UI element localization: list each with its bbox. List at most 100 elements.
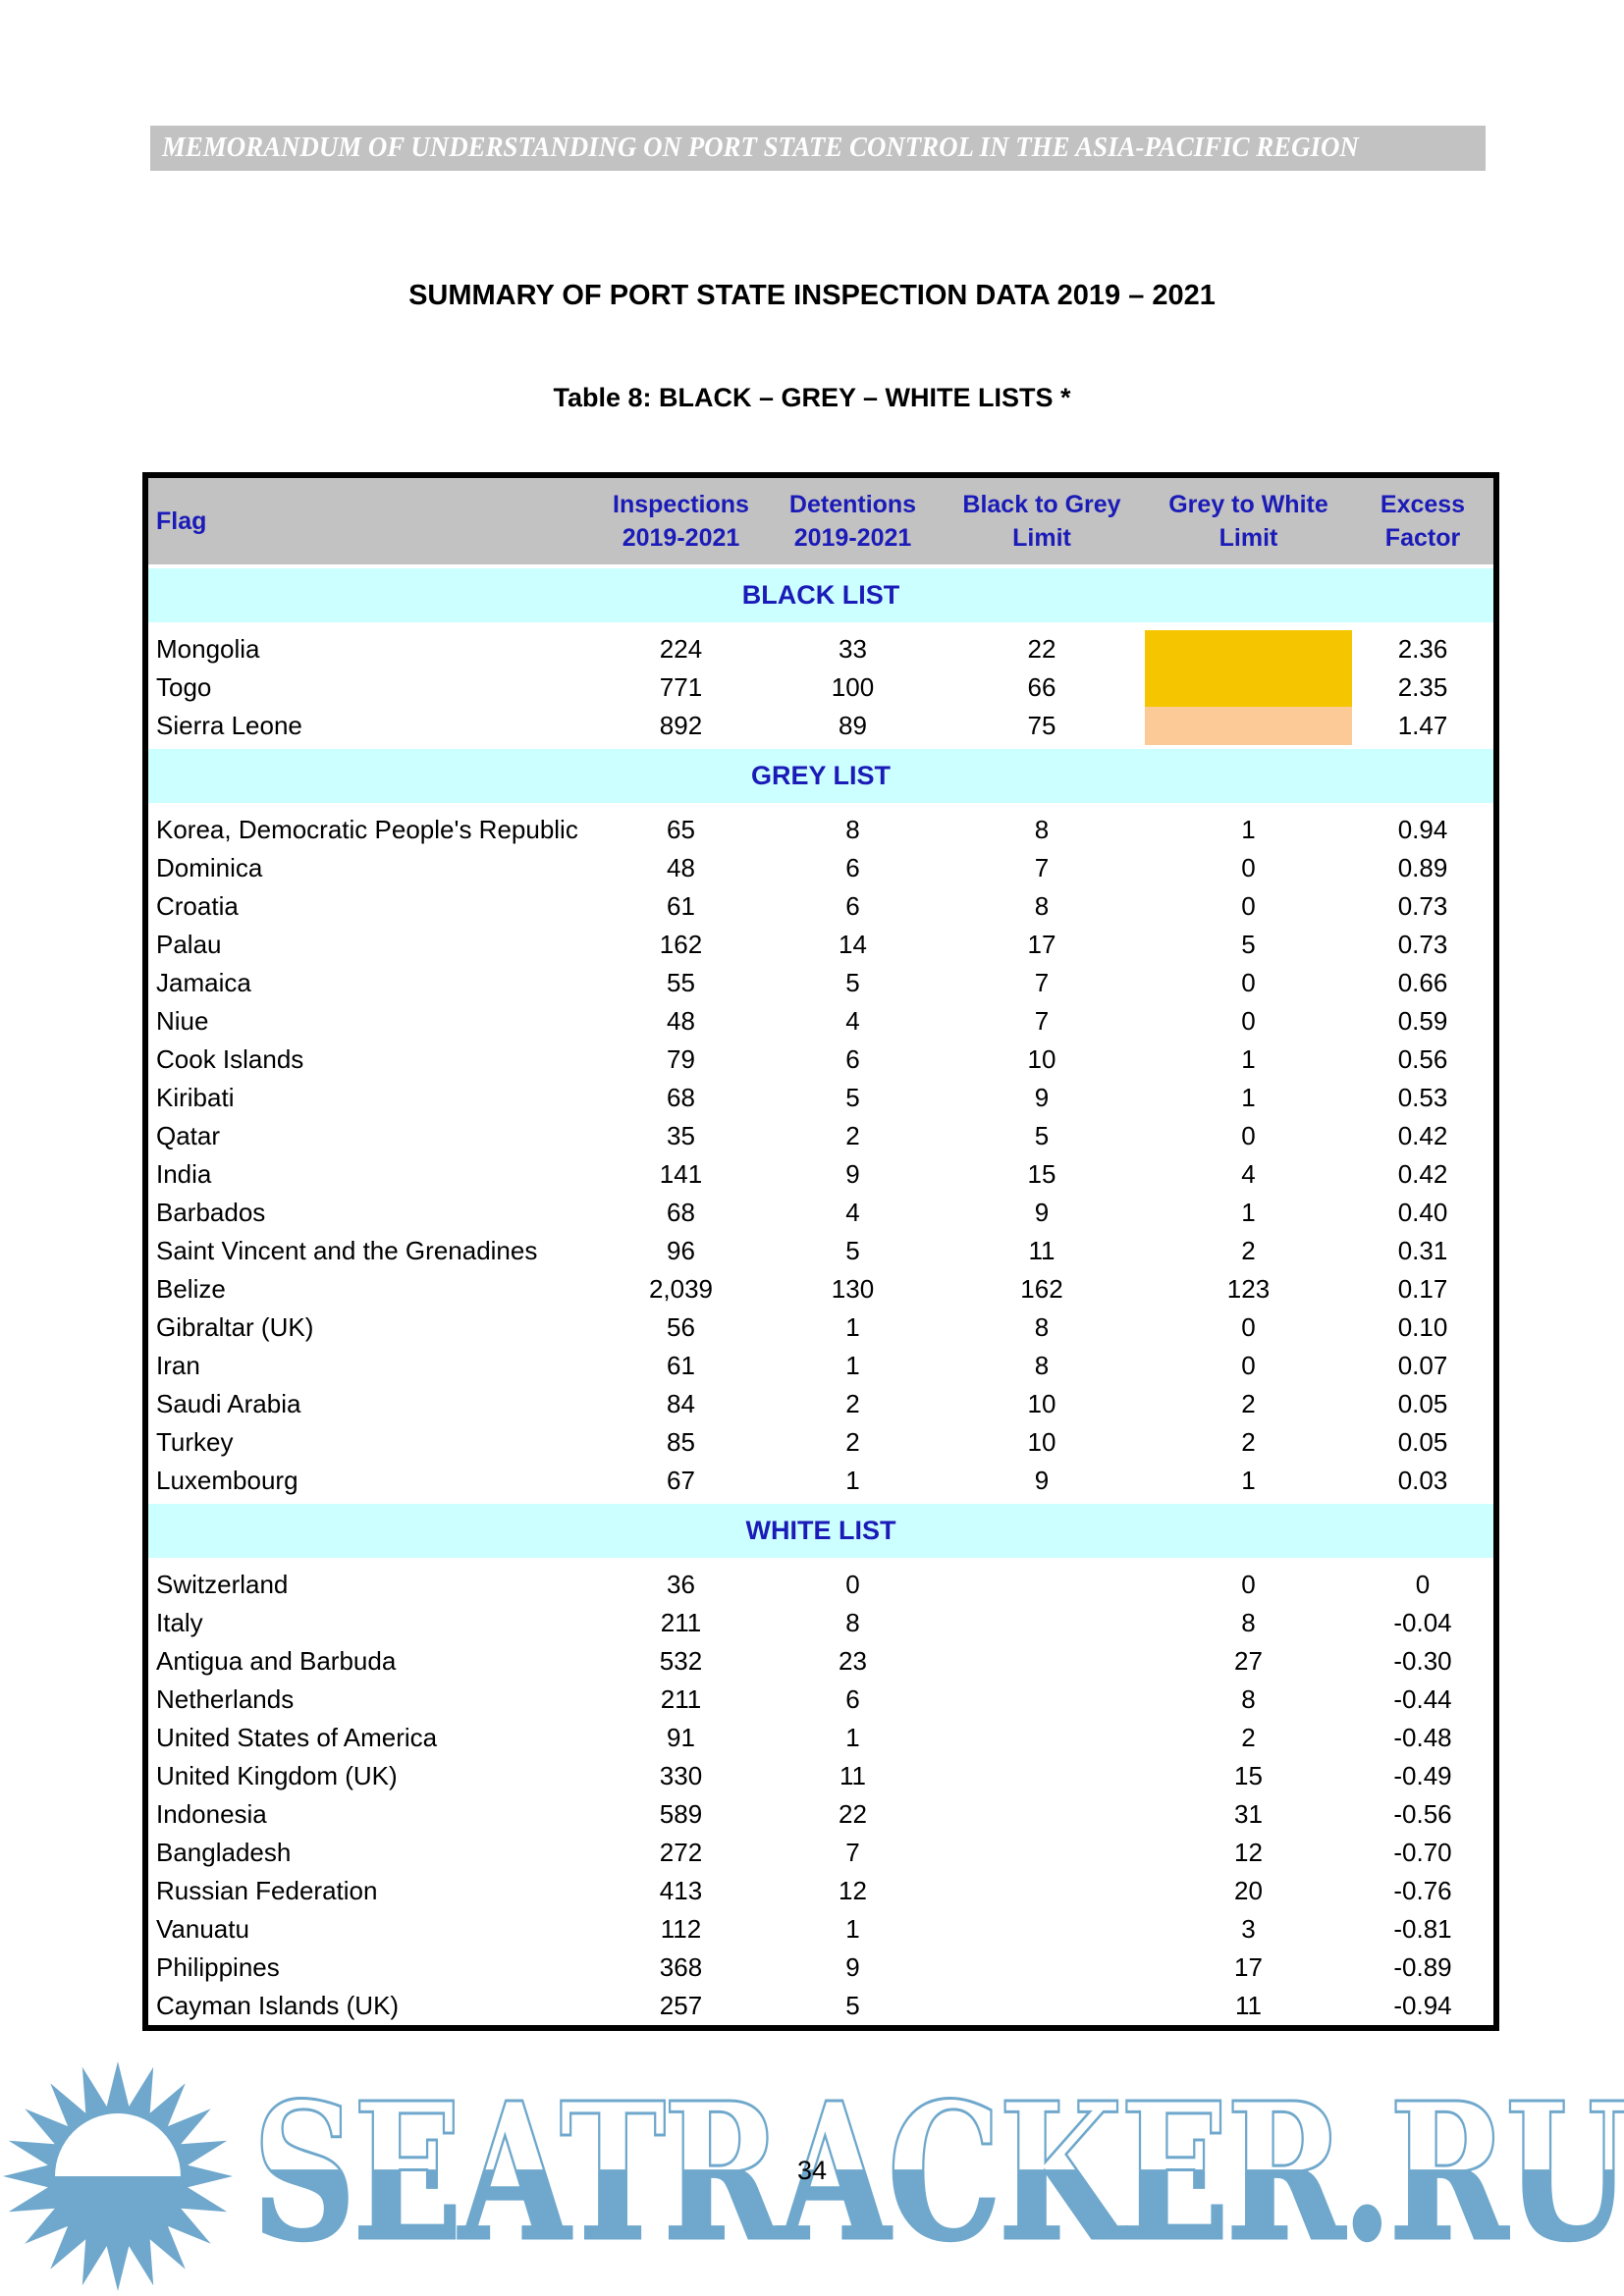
cell-detentions: 9 [845, 1159, 860, 1189]
cell-gtw: 4 [1241, 1159, 1256, 1189]
cell-btg [939, 1910, 1145, 1949]
cell-detentions: 23 [839, 1646, 867, 1676]
cell-btg: 17 [1027, 930, 1056, 959]
cell-gtw: 0 [1241, 853, 1256, 882]
cell-btg [939, 1834, 1145, 1872]
cell-flag: Russian Federation [156, 1876, 378, 1905]
cell-flag: Palau [156, 930, 222, 959]
cell-flag: Kiribati [156, 1083, 235, 1112]
cell-btg: 8 [1034, 815, 1050, 844]
cell-btg: 10 [1027, 1427, 1056, 1457]
cell-gtw: 0 [1241, 1121, 1256, 1150]
cell-btg [939, 1681, 1145, 1719]
cell-excess: -0.89 [1393, 1952, 1452, 1982]
table-row: Bangladesh 272 7 12 -0.70 [148, 1834, 1493, 1872]
section-band: WHITE LIST [148, 1504, 1493, 1558]
cell-gtw: 123 [1226, 1274, 1271, 1304]
cell-detentions: 0 [845, 1570, 860, 1599]
cell-btg: 5 [1034, 1121, 1050, 1150]
cell-flag: Cayman Islands (UK) [156, 1991, 400, 2020]
cell-detentions: 2 [845, 1389, 860, 1418]
cell-inspections: 68 [667, 1083, 695, 1112]
cell-flag: Philippines [156, 1952, 280, 1982]
cell-gtw: 1 [1241, 1044, 1256, 1074]
cell-gtw: 20 [1234, 1876, 1263, 1905]
cell-flag: Sierra Leone [156, 711, 302, 740]
cell-excess: 0.89 [1397, 853, 1448, 882]
col-header-excess-factor-line1: Excess [1380, 490, 1466, 518]
cell-excess: 0.94 [1397, 815, 1448, 844]
cell-inspections: 413 [659, 1876, 703, 1905]
cell-inspections: 96 [667, 1236, 695, 1265]
cell-inspections: 141 [659, 1159, 703, 1189]
cell-detentions: 5 [845, 968, 860, 997]
cell-gtw: 0 [1241, 891, 1256, 921]
cell-inspections: 61 [667, 1351, 695, 1380]
cell-flag: Bangladesh [156, 1838, 292, 1867]
cell-detentions: 7 [845, 1838, 860, 1867]
col-header-inspections: Inspections 2019-2021 [595, 478, 767, 564]
cell-flag: Cook Islands [156, 1044, 304, 1074]
cell-btg: 8 [1034, 1351, 1050, 1380]
cell-detentions: 12 [839, 1876, 867, 1905]
cell-gtw: 1 [1241, 1198, 1256, 1227]
cell-flag: Antigua and Barbuda [156, 1646, 397, 1676]
memorandum-banner: MEMORANDUM OF UNDERSTANDING ON PORT STAT… [150, 126, 1486, 171]
cell-flag: Italy [156, 1608, 203, 1637]
cell-btg [939, 1642, 1145, 1681]
table-row: India 141 9 15 4 0.42 [148, 1155, 1493, 1194]
sun-icon [3, 2061, 233, 2291]
col-header-excess-factor: Excess Factor [1352, 478, 1493, 564]
cell-excess: 0.59 [1397, 1006, 1448, 1036]
cell-excess: -0.56 [1393, 1799, 1452, 1829]
cell-detentions: 100 [831, 672, 875, 702]
cell-detentions: 1 [845, 1914, 860, 1944]
cell-gtw: 27 [1234, 1646, 1263, 1676]
cell-inspections: 36 [667, 1570, 695, 1599]
cell-btg [939, 1795, 1145, 1834]
cell-excess: 1.47 [1397, 711, 1448, 740]
col-header-grey-to-white: Grey to White Limit [1145, 478, 1352, 564]
cell-detentions: 6 [845, 1044, 860, 1074]
table-row: Switzerland 36 0 0 0 [148, 1566, 1493, 1604]
cell-flag: Jamaica [156, 968, 251, 997]
bgw-lists-table: Flag Inspections 2019-2021 Detentions 20… [142, 472, 1499, 2031]
cell-inspections: 224 [659, 634, 703, 664]
watermark-text: SEATRACKER.RU SEATRACKER.RU [252, 2079, 1624, 2268]
section-band: GREY LIST [148, 749, 1493, 803]
cell-detentions: 8 [845, 815, 860, 844]
cell-detentions: 6 [845, 853, 860, 882]
cell-detentions: 6 [845, 1684, 860, 1714]
cell-btg: 162 [1020, 1274, 1063, 1304]
table-header-row: Flag Inspections 2019-2021 Detentions 20… [148, 478, 1493, 564]
cell-gtw: 0 [1241, 1570, 1256, 1599]
cell-detentions: 2 [845, 1427, 860, 1457]
cell-flag: Niue [156, 1006, 209, 1036]
cell-excess: -0.94 [1393, 1991, 1452, 2020]
table-row: Iran 61 1 8 0 0.07 [148, 1347, 1493, 1385]
cell-inspections: 257 [659, 1991, 703, 2020]
table-row: Netherlands 211 6 8 -0.44 [148, 1681, 1493, 1719]
col-header-grey-to-white-line1: Grey to White [1168, 490, 1328, 518]
cell-flag: Netherlands [156, 1684, 295, 1714]
table-row: Croatia 61 6 8 0 0.73 [148, 887, 1493, 926]
cell-gtw: 1 [1241, 815, 1256, 844]
cell-inspections: 68 [667, 1198, 695, 1227]
cell-inspections: 67 [667, 1466, 695, 1495]
cell-gtw: 5 [1241, 930, 1256, 959]
cell-inspections: 55 [667, 968, 695, 997]
cell-excess: 0.03 [1397, 1466, 1448, 1495]
cell-btg [939, 1872, 1145, 1910]
cell-excess: 2.36 [1397, 634, 1448, 664]
cell-excess: -0.44 [1393, 1684, 1452, 1714]
table-row: Kiribati 68 5 9 1 0.53 [148, 1079, 1493, 1117]
cell-gtw: 15 [1234, 1761, 1263, 1790]
cell-btg: 8 [1034, 1312, 1050, 1342]
cell-detentions: 9 [845, 1952, 860, 1982]
cell-flag: Togo [156, 672, 212, 702]
cell-flag: Korea, Democratic People's Republic [156, 815, 578, 844]
cell-gtw [1145, 707, 1352, 745]
cell-flag: India [156, 1159, 212, 1189]
cell-gtw [1145, 630, 1352, 668]
cell-gtw: 8 [1241, 1684, 1256, 1714]
